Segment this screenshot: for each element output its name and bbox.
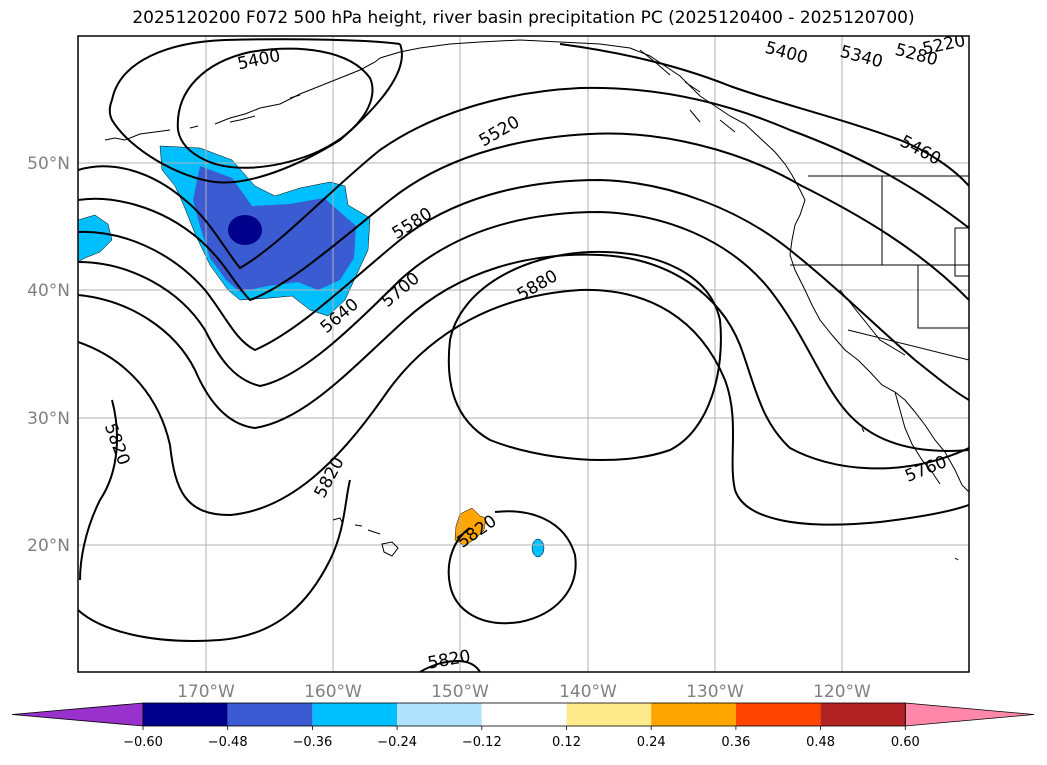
colorbar-segment bbox=[312, 703, 398, 726]
lon-label: 160°W bbox=[304, 682, 362, 702]
colorbar-segment bbox=[397, 703, 482, 726]
colorbar-tick-label: −0.24 bbox=[377, 735, 417, 750]
colorbar-tick-label: 0.48 bbox=[806, 735, 835, 750]
lon-label: 120°W bbox=[813, 682, 871, 702]
lat-label: 20°N bbox=[27, 536, 70, 556]
colorbar-tick-label: −0.60 bbox=[123, 735, 163, 750]
colorbar: −0.60 −0.48 −0.36 −0.24 −0.12 0.12 0.24 0.36 0.4… bbox=[11, 702, 1035, 750]
map-frame bbox=[77, 35, 970, 673]
colorbar-extend-high bbox=[904, 702, 1035, 727]
colorbar-tick-label: −0.48 bbox=[208, 735, 248, 750]
coastlines bbox=[104, 39, 969, 561]
lat-label: 30°N bbox=[27, 409, 70, 429]
colorbar-tick-label: 0.36 bbox=[721, 735, 750, 750]
colorbar-segment bbox=[143, 703, 228, 726]
latitude-labels: 50°N 40°N 30°N 20°N bbox=[27, 154, 70, 556]
colorbar-tick-label: −0.12 bbox=[462, 735, 502, 750]
colorbar-segment bbox=[481, 703, 567, 726]
colorbar-tick-label: 0.60 bbox=[891, 735, 920, 750]
colorbar-segment bbox=[651, 703, 736, 726]
colorbar-segment bbox=[566, 703, 652, 726]
colorbar-segment bbox=[227, 703, 313, 726]
map-area: 5400 5400 5340 5280 5220 5520 5460 5580 … bbox=[78, 36, 969, 672]
colorbar-extend-low bbox=[11, 702, 144, 727]
lon-label: 170°W bbox=[177, 682, 235, 702]
lat-label: 40°N bbox=[27, 281, 70, 301]
height-contours bbox=[78, 38, 969, 672]
lon-label: 140°W bbox=[559, 682, 617, 702]
map-title: 2025120200 F072 500 hPa height, river ba… bbox=[132, 8, 915, 28]
colorbar-tick-label: −0.36 bbox=[292, 735, 332, 750]
colorbar-segment bbox=[820, 703, 906, 726]
precip-positive-region bbox=[454, 507, 487, 547]
colorbar-tick-label: 0.24 bbox=[637, 735, 666, 750]
longitude-labels: 170°W 160°W 150°W 140°W 130°W 120°W bbox=[177, 682, 871, 702]
lon-label: 130°W bbox=[686, 682, 744, 702]
lon-label: 150°W bbox=[431, 682, 489, 702]
colorbar-tick-label: 0.12 bbox=[552, 735, 581, 750]
lat-label: 50°N bbox=[27, 154, 70, 174]
colorbar-segment bbox=[735, 703, 821, 726]
colorbar-outline bbox=[142, 702, 906, 727]
gridlines bbox=[78, 36, 969, 672]
